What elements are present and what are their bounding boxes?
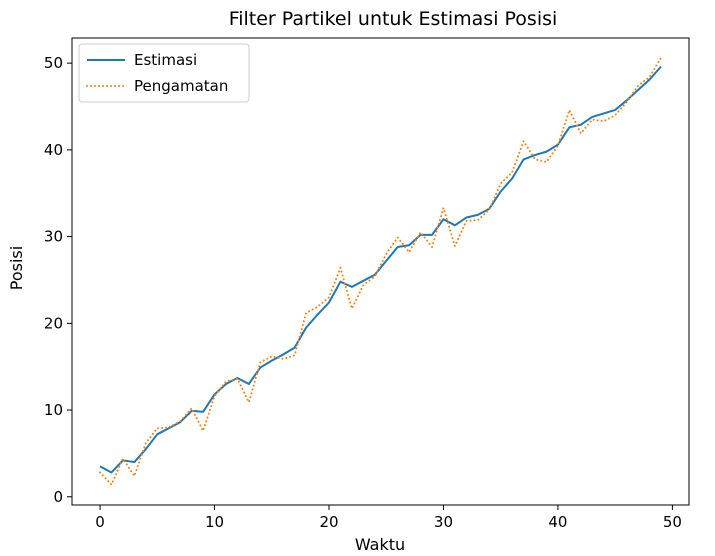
y-tick-label: 50	[44, 54, 63, 72]
y-tick-label: 40	[44, 141, 63, 159]
y-axis-label: Posisi	[7, 246, 26, 290]
y-tick-label: 30	[44, 228, 63, 246]
y-tick-label: 0	[53, 488, 63, 506]
x-tick-label: 40	[548, 513, 567, 531]
chart-title: Filter Partikel untuk Estimasi Posisi	[229, 8, 558, 30]
x-axis-label: Waktu	[355, 535, 405, 554]
plot-area	[99, 56, 662, 486]
y-tick-label: 10	[44, 401, 63, 419]
series-line-pengamatan	[99, 56, 662, 486]
x-tick-label: 10	[205, 513, 224, 531]
plot-frame	[71, 37, 690, 506]
x-tick-label: 0	[95, 513, 105, 531]
legend-box	[78, 43, 250, 103]
legend: Estimasi Pengamatan	[78, 43, 250, 103]
axes: 0 10 20 30 40 50 0 10 20 30 40 50	[44, 37, 690, 531]
x-tick-label: 50	[663, 513, 682, 531]
x-tick-label: 30	[434, 513, 453, 531]
x-tick-label: 20	[319, 513, 338, 531]
legend-label-estimasi: Estimasi	[134, 51, 197, 69]
legend-label-pengamatan: Pengamatan	[134, 77, 228, 95]
y-tick-label: 20	[44, 314, 63, 332]
series-line-estimasi	[99, 65, 662, 474]
